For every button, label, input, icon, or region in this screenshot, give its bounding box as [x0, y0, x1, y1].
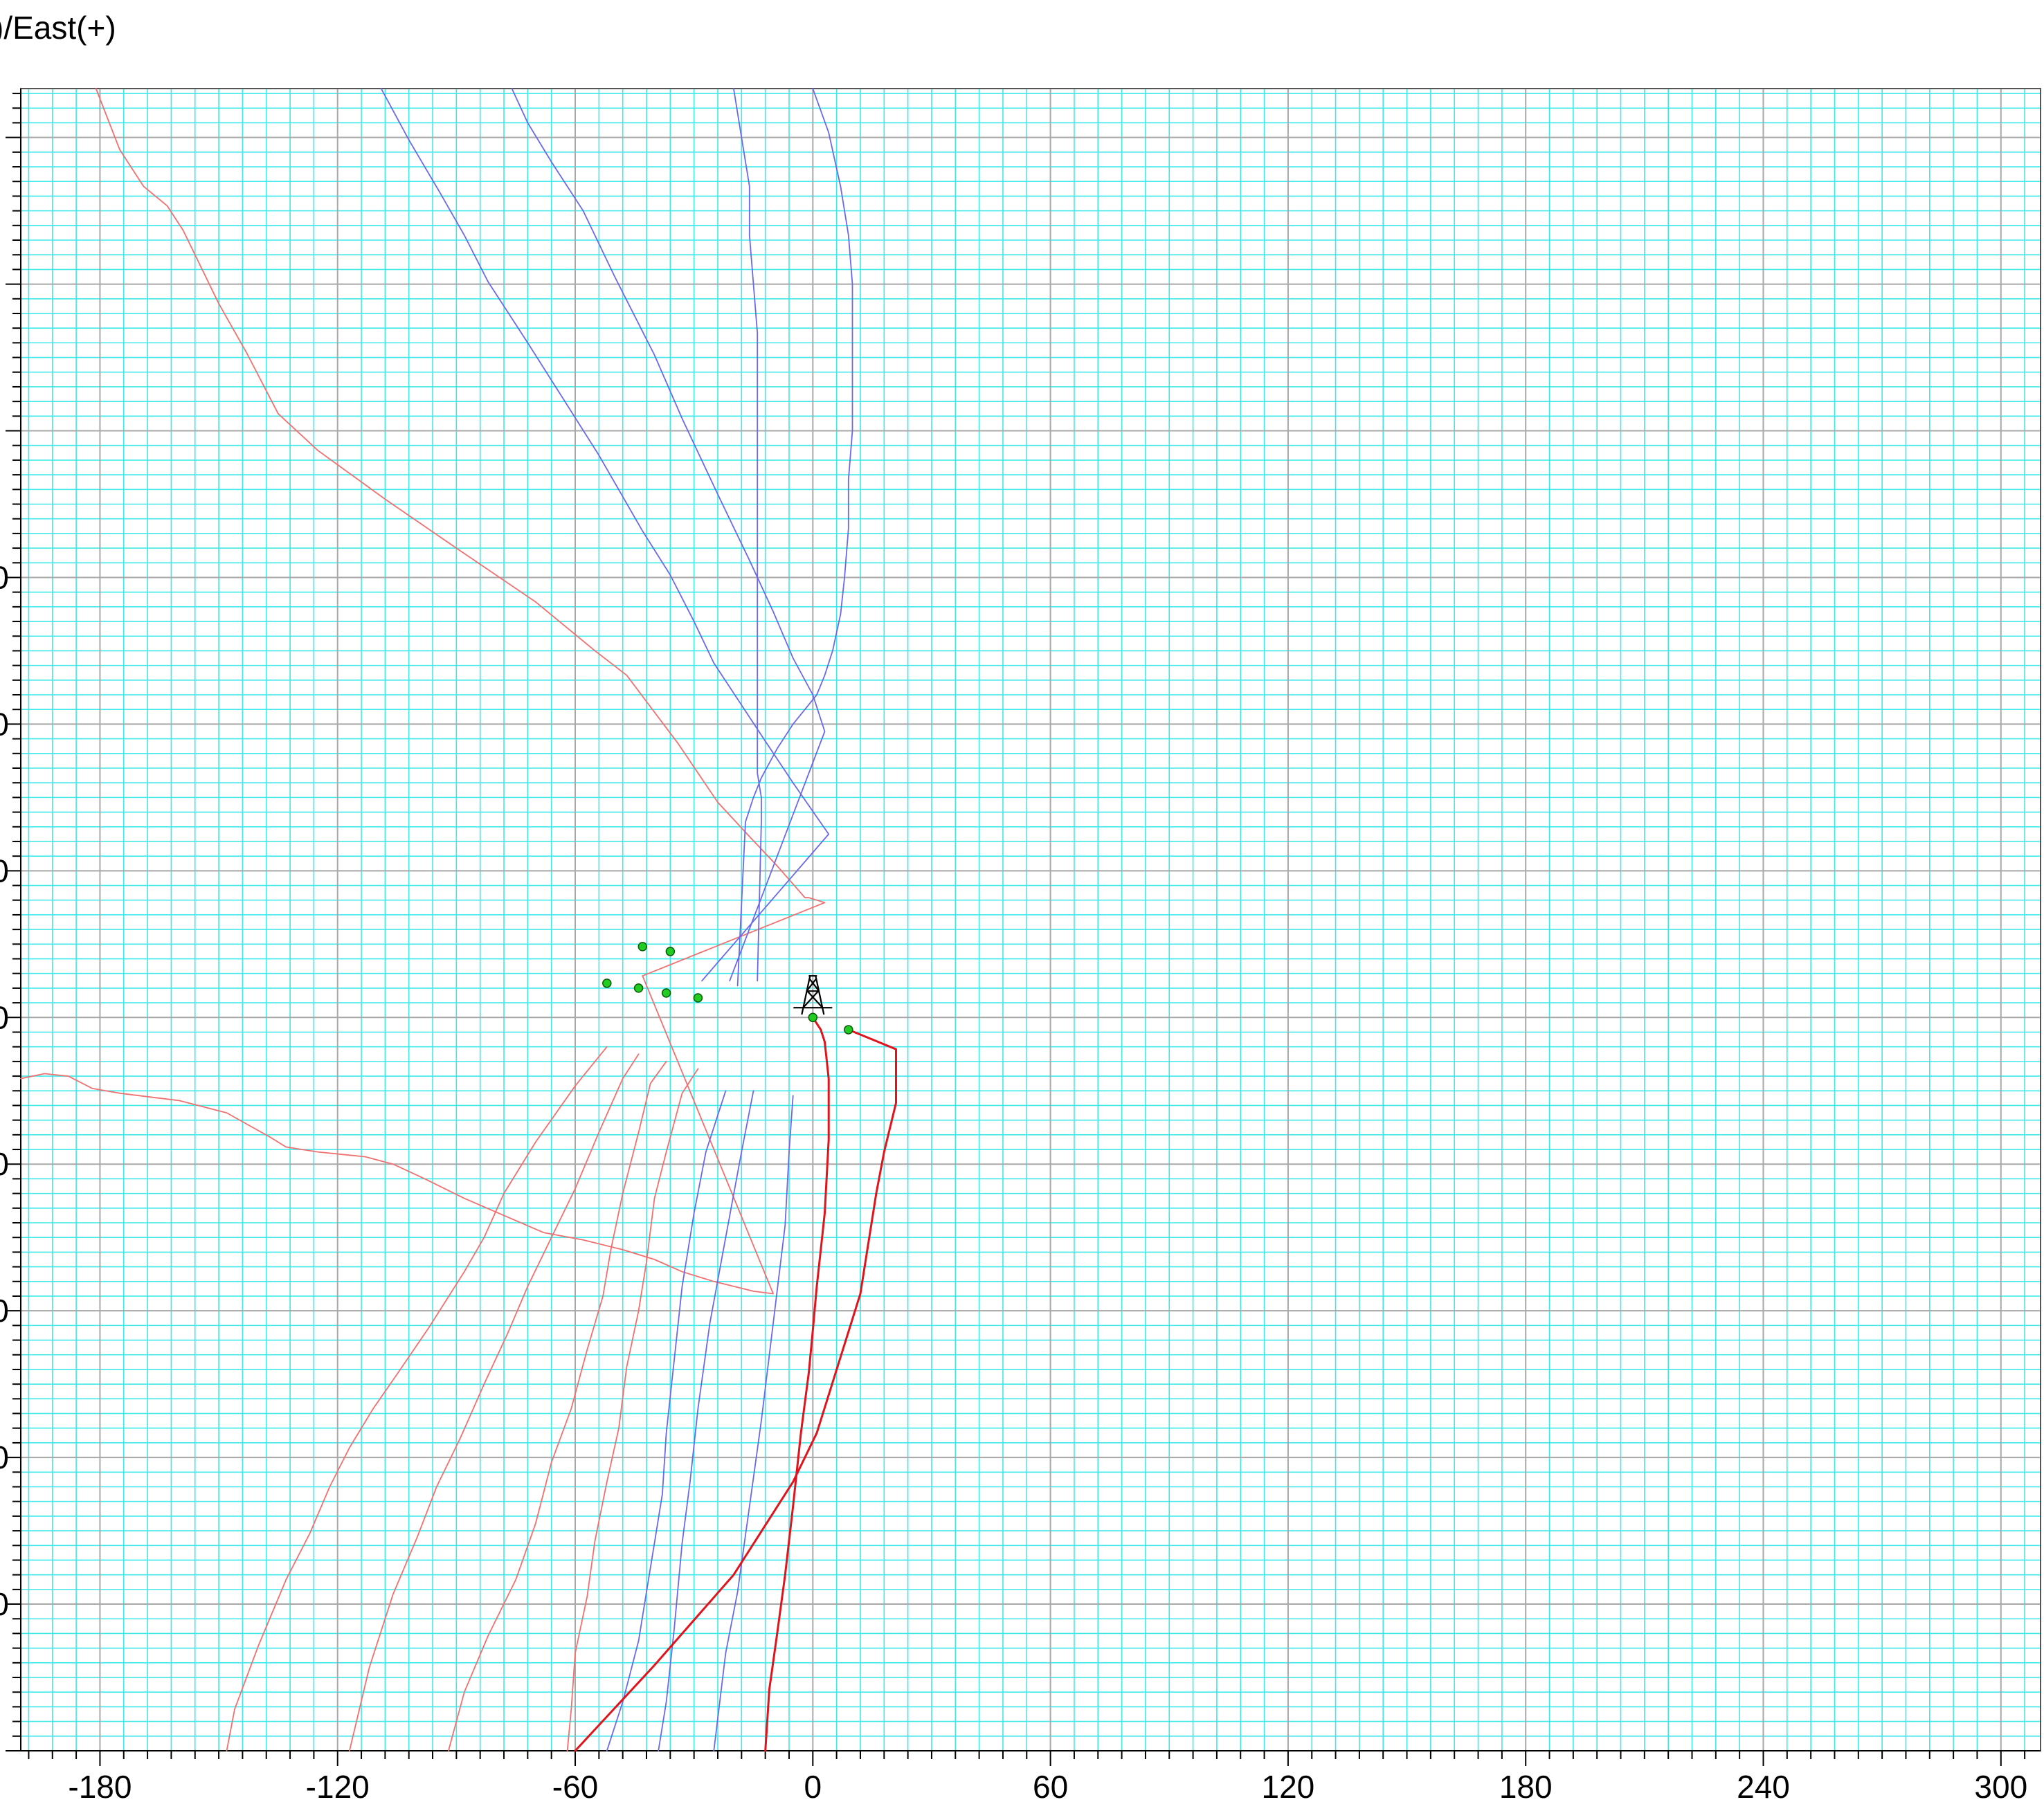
- well-markers: [602, 942, 853, 1035]
- well-marker: [637, 942, 648, 952]
- x-tick-label: 300: [1974, 1769, 2027, 1805]
- offset-well-trajectory: [20, 975, 774, 1295]
- offset-well-trajectory: [511, 88, 826, 982]
- offset-well-trajectory: [566, 1068, 699, 1751]
- y-tick-label: 0: [0, 1293, 9, 1329]
- derrick-icon: [793, 975, 833, 1015]
- offset-well-trajectory: [226, 1046, 608, 1751]
- axis-ticks: [6, 89, 2041, 1766]
- well-marker: [844, 1025, 853, 1035]
- offset-well-trajectory: [658, 1090, 754, 1751]
- y-tick-label: 0: [0, 1146, 9, 1182]
- offset-well-trajectory: [733, 88, 762, 982]
- offset-well-trajectory: [713, 1095, 794, 1751]
- y-tick-label: 0: [0, 559, 9, 595]
- x-tick-labels: -180 -120 -60 0 60 120 180 240 300: [68, 1769, 2027, 1805]
- subject-well-trajectory: [574, 1028, 897, 1752]
- offset-well-trajectory: [448, 1061, 667, 1751]
- minor-grid: [21, 89, 2041, 1751]
- well-marker: [661, 988, 671, 998]
- x-tick-label: 120: [1262, 1769, 1315, 1805]
- axis-title: )/East(+): [0, 10, 116, 46]
- y-tick-label: 0: [0, 1586, 9, 1622]
- offset-well-trajectory: [349, 1053, 640, 1751]
- y-tick-label: 0: [0, 1439, 9, 1475]
- offset-well-trajectory: [95, 88, 826, 977]
- y-tick-labels: 0 0 0 0 0 0 0 0: [0, 559, 9, 1622]
- x-tick-label: -180: [68, 1769, 132, 1805]
- x-tick-label: -120: [306, 1769, 370, 1805]
- offset-well-trajectory: [606, 1090, 727, 1751]
- offset-well-trajectory: [380, 88, 830, 982]
- y-tick-label: 0: [0, 853, 9, 889]
- offset-well-trajectory: [736, 88, 853, 987]
- x-tick-label: 180: [1499, 1769, 1553, 1805]
- subject-well-trajectory: [764, 1016, 830, 1752]
- well-marker: [602, 979, 612, 988]
- well-marker: [665, 947, 676, 956]
- well-marker: [633, 983, 644, 993]
- well-marker: [808, 1012, 818, 1023]
- well-trajectories: [20, 88, 897, 1752]
- x-tick-label: 240: [1737, 1769, 1790, 1805]
- x-tick-label: 60: [1033, 1769, 1068, 1805]
- x-tick-label: 0: [804, 1769, 822, 1805]
- y-tick-label: 0: [0, 999, 9, 1035]
- well-marker: [693, 993, 703, 1003]
- x-tick-label: -60: [552, 1769, 598, 1805]
- y-tick-label: 0: [0, 706, 9, 742]
